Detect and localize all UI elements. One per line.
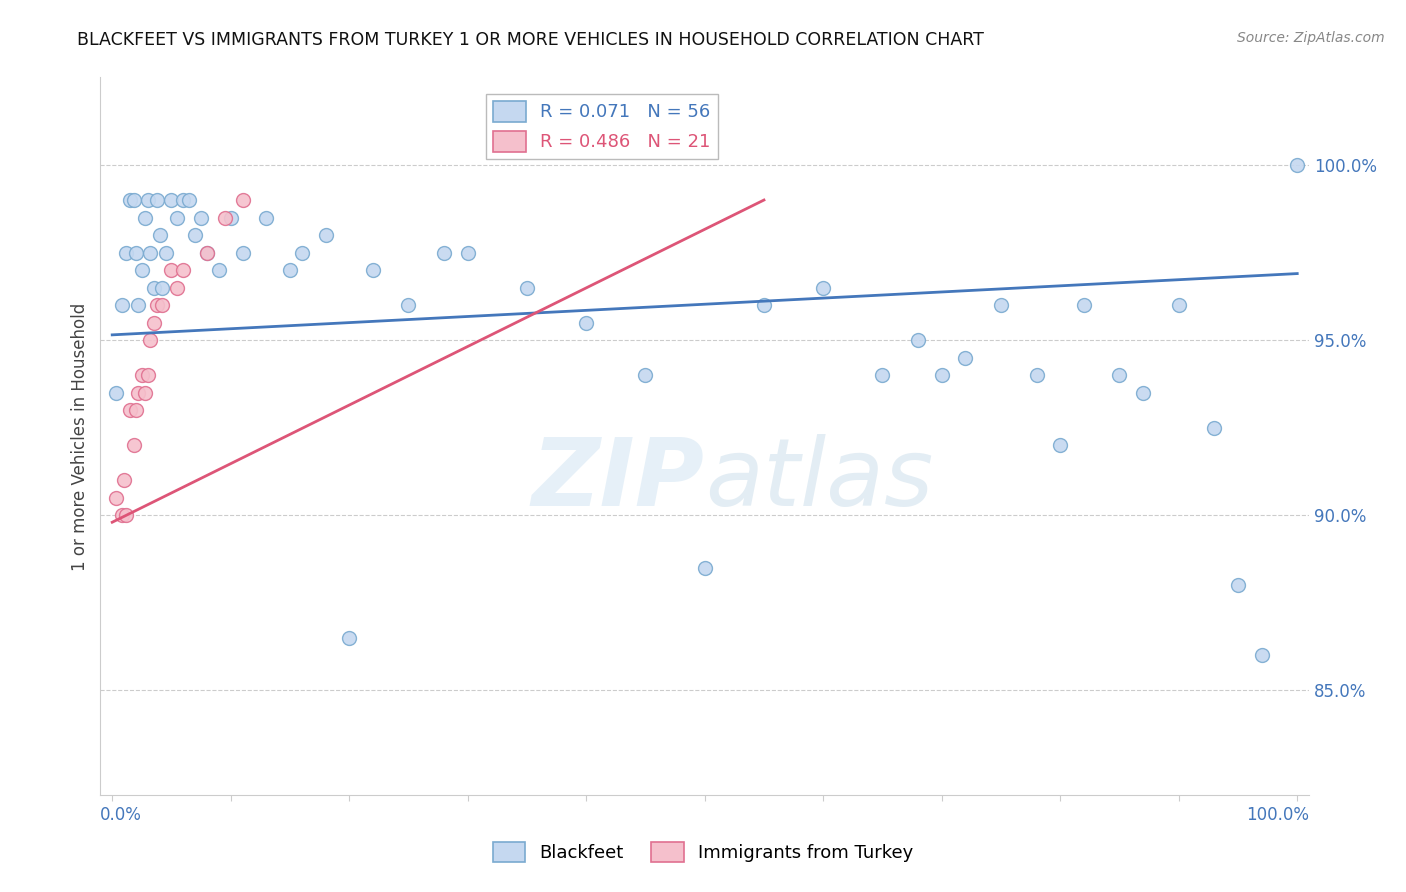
Point [166,280,188,294]
Point [146,298,169,312]
Point [136,368,159,383]
Point [232,193,254,207]
Point [149,228,172,243]
Text: 0.0%: 0.0% [100,806,142,824]
Point [752,298,775,312]
Point [1049,438,1071,452]
Point [398,298,420,312]
Point [118,403,141,417]
Point [278,263,301,277]
Point [127,385,149,400]
Point [1132,385,1154,400]
Point [990,298,1012,312]
Point [134,385,156,400]
Point [291,245,314,260]
Point [150,280,173,294]
Point [457,245,479,260]
Point [155,245,177,260]
Point [139,245,162,260]
Point [112,473,135,487]
Point [136,193,159,207]
Point [254,211,277,225]
Point [125,403,148,417]
Point [122,193,145,207]
Point [219,211,242,225]
Point [179,193,201,207]
Point [195,245,218,260]
Point [1073,298,1095,312]
Point [931,368,953,383]
Point [131,368,153,383]
Point [232,245,254,260]
Point [172,193,194,207]
Point [337,631,360,645]
Point [131,263,153,277]
Legend: R = 0.071   N = 56, R = 0.486   N = 21: R = 0.071 N = 56, R = 0.486 N = 21 [486,94,718,159]
Point [115,508,138,523]
Point [907,333,929,347]
Point [104,385,127,400]
Point [214,211,236,225]
Text: Source: ZipAtlas.com: Source: ZipAtlas.com [1237,31,1385,45]
Point [208,263,231,277]
Point [111,298,134,312]
Point [184,228,207,243]
Point [111,508,134,523]
Point [125,245,148,260]
Text: BLACKFEET VS IMMIGRANTS FROM TURKEY 1 OR MORE VEHICLES IN HOUSEHOLD CORRELATION : BLACKFEET VS IMMIGRANTS FROM TURKEY 1 OR… [77,31,984,49]
Point [1204,420,1226,434]
Point [693,561,716,575]
Point [190,211,212,225]
Point [1108,368,1130,383]
Point [150,298,173,312]
Point [104,491,127,505]
Point [955,351,977,365]
Point [813,280,835,294]
Point [1226,578,1249,592]
Point [361,263,384,277]
Legend: Blackfeet, Immigrants from Turkey: Blackfeet, Immigrants from Turkey [485,834,921,870]
Point [1286,158,1309,172]
Point [634,368,657,383]
Point [516,280,538,294]
Text: ZIP: ZIP [531,434,704,525]
Point [1167,298,1189,312]
Point [134,211,156,225]
Text: 100.0%: 100.0% [1246,806,1309,824]
Point [575,316,598,330]
Point [127,298,149,312]
Point [433,245,456,260]
Point [118,193,141,207]
Y-axis label: 1 or more Vehicles in Household: 1 or more Vehicles in Household [72,302,89,571]
Point [115,245,138,260]
Point [166,211,188,225]
Point [160,193,183,207]
Point [146,193,169,207]
Point [1025,368,1047,383]
Point [160,263,183,277]
Point [315,228,337,243]
Point [142,316,165,330]
Point [1250,648,1272,663]
Point [142,280,165,294]
Text: atlas: atlas [704,434,934,525]
Point [139,333,162,347]
Point [195,245,218,260]
Point [172,263,194,277]
Point [122,438,145,452]
Point [872,368,894,383]
